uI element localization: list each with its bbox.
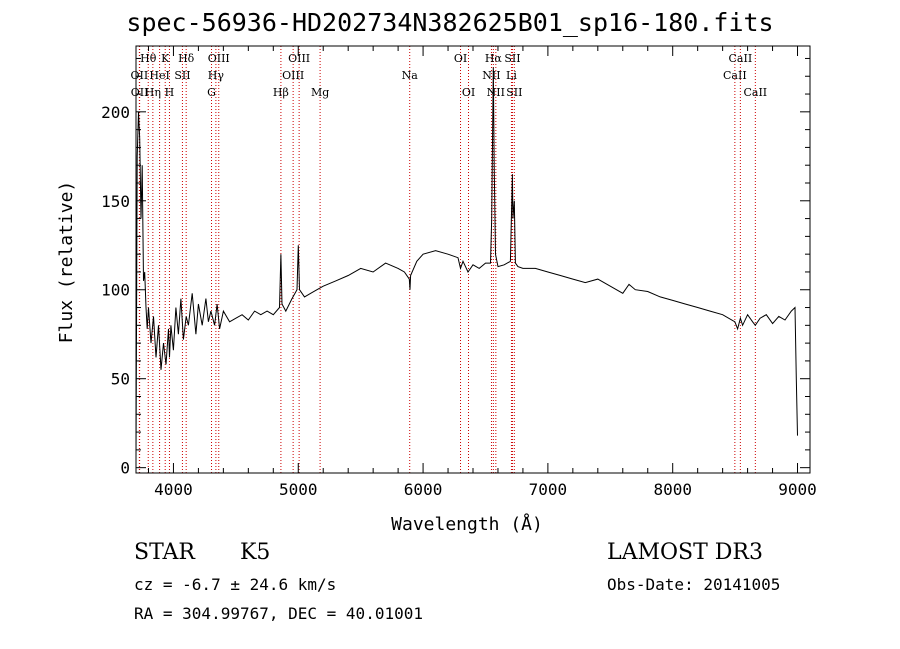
y-tick-label: 200 — [101, 103, 130, 122]
star-subclass: K5 — [240, 540, 271, 565]
line-label: Li — [506, 69, 517, 82]
line-label: Hθ — [140, 52, 157, 65]
line-label: G — [207, 86, 216, 99]
star-class: STAR — [134, 540, 195, 565]
line-label: CaII — [729, 52, 753, 65]
line-label: SII — [506, 86, 522, 99]
line-label: CaII — [743, 86, 767, 99]
x-ticks: 4000 5000 6000 7000 8000 9000 — [147, 46, 817, 499]
x-tick-label: 8000 — [653, 480, 692, 499]
ra-dec: RA = 304.99767, DEC = 40.01001 — [134, 604, 423, 623]
line-label: NII — [482, 69, 500, 82]
obs-date: Obs-Date: 20141005 — [607, 575, 781, 594]
y-tick-label: 50 — [111, 370, 130, 389]
line-label: OII — [131, 86, 149, 99]
line-label: Mg — [311, 86, 329, 99]
line-label: Na — [402, 69, 419, 82]
y-tick-label: 0 — [120, 459, 130, 478]
redshift-cz: cz = -6.7 ± 24.6 km/s — [134, 575, 337, 594]
y-ticks: 0 50 100 150 200 — [101, 57, 810, 478]
y-tick-label: 100 — [101, 281, 130, 300]
line-label: Hη — [145, 86, 161, 99]
x-tick-label: 7000 — [529, 480, 568, 499]
survey-name: LAMOST DR3 — [607, 540, 763, 565]
line-label: SII — [174, 69, 190, 82]
chart-title: spec-56936-HD202734N382625B01_sp16-180.f… — [126, 8, 774, 37]
axes — [135, 45, 811, 474]
y-axis-label: Flux (relative) — [56, 181, 77, 344]
x-tick-label: 9000 — [778, 480, 817, 499]
line-label: OII — [131, 69, 149, 82]
line-label: NII — [487, 86, 505, 99]
spectrum-series — [135, 67, 798, 459]
plot-frame — [135, 45, 811, 474]
line-label: K — [161, 52, 170, 65]
line-label: SII — [504, 52, 520, 65]
spectrum-line — [135, 67, 798, 459]
x-tick-label: 5000 — [279, 480, 318, 499]
x-tick-label: 6000 — [404, 480, 443, 499]
line-label: OI — [462, 86, 475, 99]
line-label: OIII — [208, 52, 230, 65]
line-label: Hγ — [208, 69, 225, 82]
line-label: OIII — [288, 52, 310, 65]
line-label: HeI — [149, 69, 169, 82]
line-label: Hα — [485, 52, 503, 65]
line-label: OI — [454, 52, 467, 65]
y-tick-label: 150 — [101, 192, 130, 211]
line-label: Hβ — [273, 86, 289, 99]
line-markers — [138, 46, 756, 473]
line-label: Hδ — [178, 52, 195, 65]
x-tick-label: 4000 — [154, 480, 193, 499]
x-axis-label: Wavelength (Å) — [391, 513, 543, 535]
line-label: H — [165, 86, 175, 99]
line-label: CaII — [723, 69, 747, 82]
line-label: OIII — [282, 69, 304, 82]
